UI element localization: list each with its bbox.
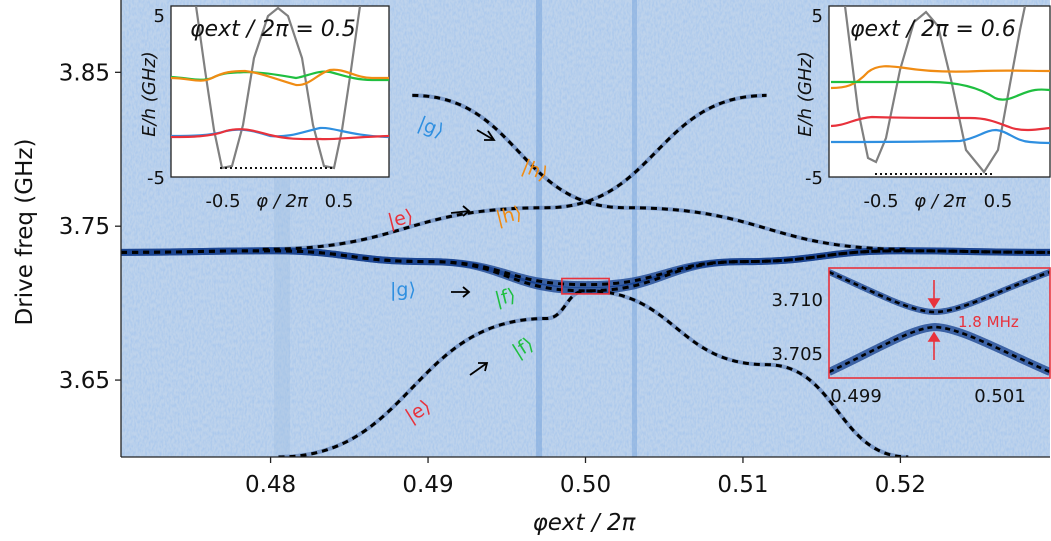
arrow-icon bbox=[450, 205, 471, 217]
zoom-xtick: 0.501 bbox=[974, 386, 1026, 407]
x-tick-label: 0.52 bbox=[875, 472, 926, 498]
inset-potential-0.6: φext / 2π = 0.6 5 -5 E/h (GHz) -0.5 φ / … bbox=[795, 5, 1051, 212]
inset-ytick: 5 bbox=[154, 6, 165, 27]
fit-dashed-line bbox=[412, 93, 909, 251]
y-tick-label: 3.85 bbox=[59, 60, 110, 86]
arrow-icon bbox=[451, 286, 471, 298]
fit-dashed-line bbox=[121, 249, 1050, 287]
inset-xlabel: φ / 2π bbox=[914, 191, 967, 212]
level-e bbox=[171, 128, 389, 141]
inset-ylabel: E/h (GHz) bbox=[795, 51, 816, 137]
x-tick-label: 0.48 bbox=[245, 472, 296, 498]
arrows bbox=[450, 129, 496, 376]
arrow-icon bbox=[476, 129, 496, 141]
zoom-xtick: 0.499 bbox=[830, 386, 882, 407]
level-g bbox=[830, 128, 1050, 145]
inset-title: φext / 2π = 0.6 bbox=[850, 17, 1016, 42]
gap-arrow-icon bbox=[927, 280, 941, 360]
y-tick-label: 3.75 bbox=[59, 214, 110, 240]
x-axis-label: φext / 2π bbox=[533, 510, 637, 536]
inset-xtick: 0.5 bbox=[984, 191, 1013, 212]
inset-xtick: 0.5 bbox=[325, 191, 354, 212]
inset-ytick: -5 bbox=[805, 168, 823, 189]
fit-dashed-line bbox=[262, 93, 767, 251]
vertical-artifact bbox=[536, 0, 542, 457]
vertical-artifact bbox=[632, 0, 637, 457]
inset-xlabel: φ / 2π bbox=[256, 191, 309, 212]
y-axis-label: Drive freq (GHz) bbox=[12, 139, 38, 326]
inset-zoom-heatmap: 1.8 MHz 3.710 3.705 0.499 0.501 bbox=[771, 267, 1051, 407]
x-ticks: 0.48 0.49 0.50 0.51 0.52 bbox=[245, 457, 926, 498]
inset-ytick: 5 bbox=[812, 6, 823, 27]
inset-title: φext / 2π = 0.5 bbox=[190, 17, 356, 42]
level-h bbox=[171, 68, 389, 87]
inset-xtick: -0.5 bbox=[863, 191, 898, 212]
zoom-fit-upper bbox=[829, 270, 1050, 314]
zoom-ytick: 3.705 bbox=[771, 344, 823, 365]
x-tick-label: 0.51 bbox=[717, 472, 768, 498]
zoom-fit-lower bbox=[829, 325, 1050, 374]
x-tick-label: 0.50 bbox=[560, 472, 611, 498]
y-ticks: 3.65 3.75 3.85 bbox=[59, 60, 121, 394]
x-tick-label: 0.49 bbox=[402, 472, 453, 498]
gap-annotation: 1.8 MHz bbox=[958, 313, 1019, 331]
arrow-icon bbox=[469, 362, 489, 376]
level-e bbox=[830, 115, 1050, 132]
fit-lines bbox=[121, 93, 1050, 457]
level-h bbox=[830, 65, 1050, 90]
inset-ylabel: E/h (GHz) bbox=[139, 51, 160, 137]
inset-potential-0.5: φext / 2π = 0.5 5 -5 E/h (GHz) -0.5 φ / … bbox=[139, 5, 390, 212]
inset-xtick: -0.5 bbox=[205, 191, 240, 212]
fit-dashed-line bbox=[278, 289, 909, 457]
zoom-ytick: 3.710 bbox=[771, 290, 823, 311]
zoom-frame bbox=[828, 267, 1051, 379]
level-f bbox=[831, 80, 1050, 101]
inset-ytick: -5 bbox=[147, 168, 165, 189]
highlight-box bbox=[561, 277, 610, 295]
y-tick-label: 3.65 bbox=[59, 368, 110, 394]
state-label-g: |g⟩ bbox=[390, 279, 416, 301]
